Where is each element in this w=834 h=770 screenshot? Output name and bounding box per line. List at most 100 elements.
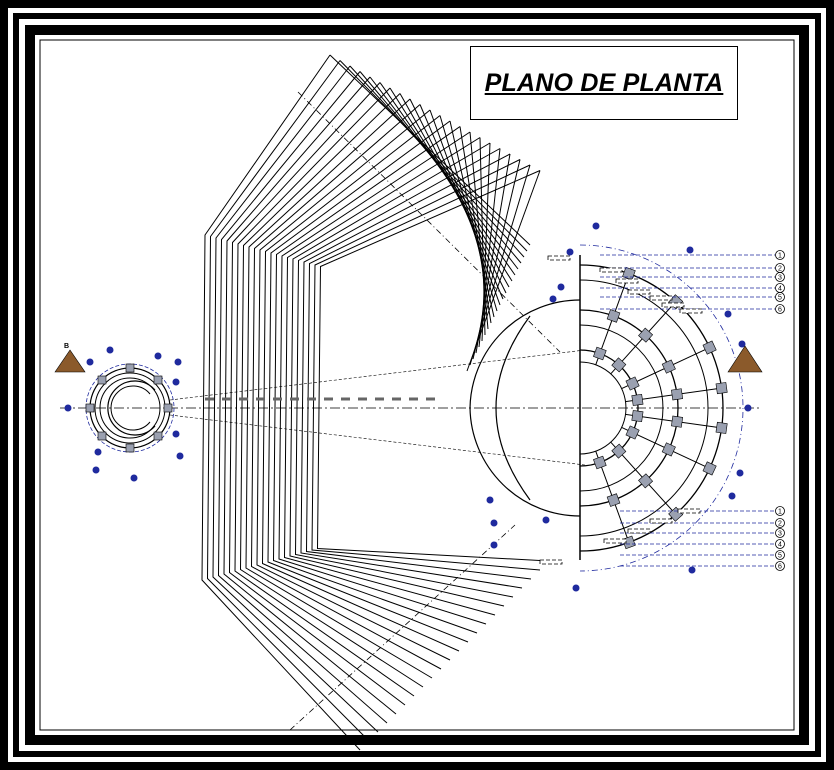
svg-text:5: 5 (778, 553, 782, 560)
seating-row-line (267, 120, 469, 643)
grid-bubble (86, 358, 94, 366)
grid-bubble (172, 378, 180, 386)
seating-row-line (311, 164, 541, 571)
grid-bubble (174, 358, 182, 366)
column (638, 327, 654, 343)
dimension-tag (649, 295, 673, 301)
section-marker-b: B (54, 343, 86, 373)
dimension-tag (603, 538, 627, 544)
column (606, 309, 621, 323)
seating-row-line (206, 60, 370, 742)
bottom-axis-label-6: 6 (775, 561, 785, 571)
seating-row-line (256, 109, 451, 661)
grid-bubble (592, 222, 600, 230)
dimension-tag (679, 308, 703, 314)
dimension-tag (661, 302, 685, 308)
svg-text:1: 1 (778, 509, 782, 516)
column (163, 403, 173, 413)
right-plan-markers (486, 222, 752, 592)
column (638, 473, 654, 489)
grid-bubble (154, 352, 162, 360)
grid-bubble (490, 519, 498, 527)
top-axis-label-1: 1 (775, 250, 785, 260)
grid-bubble (724, 310, 732, 318)
column (125, 363, 135, 373)
dimension-tag (627, 289, 651, 295)
grid-bubble (686, 246, 694, 254)
column (631, 410, 644, 423)
seating-row-line (217, 71, 388, 724)
seating-row-line (239, 93, 424, 688)
seating-row-line (223, 76, 397, 715)
seating-row-line (234, 87, 415, 697)
page-title: PLANO DE PLANTA (484, 68, 724, 97)
grid-bubble (176, 452, 184, 460)
seating-row-edge (469, 164, 531, 366)
seating-row-edge (399, 93, 510, 288)
seating-row-edge (329, 54, 531, 246)
top-axis-label-6: 6 (775, 304, 785, 314)
grid-bubble (738, 340, 746, 348)
dimension-tag (539, 559, 563, 565)
grid-bubble (549, 295, 557, 303)
seating-row-line (294, 148, 514, 598)
svg-text:5: 5 (778, 295, 782, 302)
grid-bubble (92, 466, 100, 474)
top-axis-label-4: 4 (775, 283, 785, 293)
column (625, 425, 640, 440)
column (97, 375, 107, 385)
column (611, 443, 627, 459)
top-axis-label-3: 3 (775, 272, 785, 282)
bottom-axis-label-2: 2 (775, 518, 785, 528)
seating-row-line (245, 98, 433, 679)
dimension-tag (547, 255, 571, 261)
grid-bubble (490, 541, 498, 549)
right-axis-labels: 1 2 3 4 5 6 1 2 3 4 5 6 (775, 250, 785, 571)
column (661, 359, 676, 374)
column (671, 415, 684, 428)
column (671, 388, 684, 401)
dimension-tag (677, 508, 701, 514)
column (622, 266, 636, 281)
column (85, 403, 95, 413)
seating-row-line (250, 104, 442, 670)
right-axis-leaders (539, 254, 775, 567)
column (715, 382, 728, 395)
top-axis-label-2: 2 (775, 263, 785, 273)
grid-bubble (688, 566, 696, 574)
svg-text:2: 2 (778, 266, 782, 273)
title-box: PLANO DE PLANTA (470, 46, 738, 120)
seating-row-edge (469, 131, 489, 330)
column (125, 443, 135, 453)
seating-row-edge (466, 170, 541, 372)
column (611, 357, 627, 373)
svg-text:4: 4 (778, 286, 782, 293)
seating-row-edge (459, 126, 492, 324)
seating-row-edge (475, 153, 511, 354)
section-guide-lines (289, 91, 561, 731)
grid-bubble (572, 584, 580, 592)
svg-text:6: 6 (778, 307, 782, 314)
grid-bubble (566, 248, 574, 256)
grid-bubble (172, 430, 180, 438)
grid-bubble (106, 346, 114, 354)
seating-row-line (261, 115, 460, 652)
grid-bubble (728, 492, 736, 500)
column (153, 375, 163, 385)
bottom-axis-label-4: 4 (775, 539, 785, 549)
bottom-axis-label-3: 3 (775, 528, 785, 538)
seating-row-edge (449, 120, 495, 318)
seating-row-edge (439, 115, 498, 312)
dimension-tag (649, 518, 673, 524)
sight-lines (169, 349, 586, 466)
seating-row-edge (472, 159, 521, 360)
seating-row-line (283, 137, 496, 616)
seating-row-line (289, 142, 505, 607)
column (625, 376, 640, 391)
svg-text:3: 3 (778, 275, 782, 282)
seating-row-edge (429, 109, 501, 306)
seating-row-line (228, 82, 406, 706)
grid-bubble (744, 404, 752, 412)
column (631, 393, 644, 406)
